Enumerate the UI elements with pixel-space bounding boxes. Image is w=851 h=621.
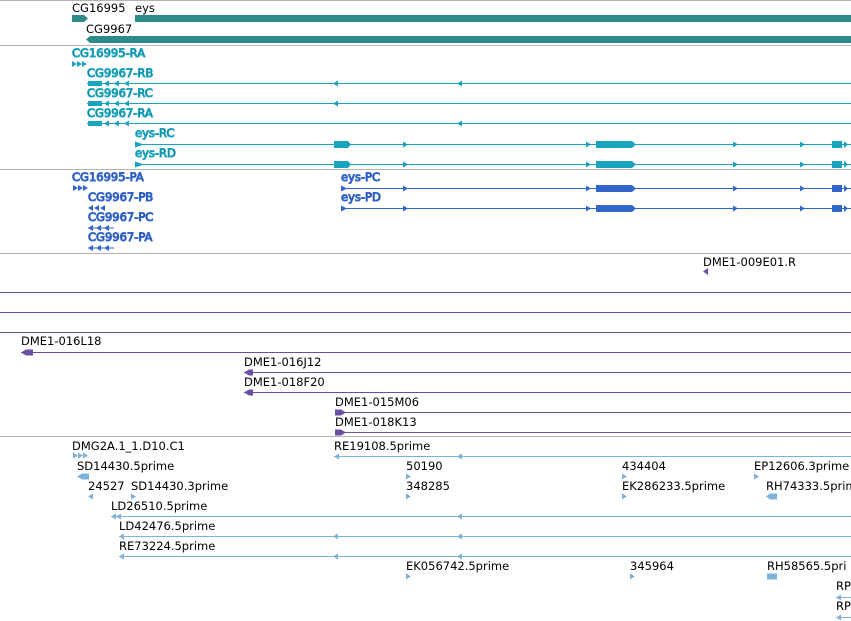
clone-end-track: DME1-009E01.R xyxy=(703,255,796,275)
transcript-cg16995-ra[interactable]: CG16995-RA xyxy=(72,46,146,67)
transcript-label: eys-RC xyxy=(135,126,174,140)
est-re73224[interactable]: RE73224.5prime xyxy=(119,539,851,560)
est-ld26510[interactable]: LD26510.5prime xyxy=(111,499,851,520)
protein-label: CG9967-PB xyxy=(88,190,153,204)
transcript-cg9967-rb[interactable]: CG9967-RB xyxy=(87,66,851,87)
est-label: RH74333.5prime xyxy=(766,479,851,493)
protein-eys-pd[interactable]: eys-PD xyxy=(341,190,851,212)
protein-label: eys-PC xyxy=(341,170,380,184)
transcript-label: CG16995-RA xyxy=(72,46,145,60)
transcript-label: CG9967-RA xyxy=(87,106,153,120)
est-sd14430-5prime[interactable]: SD14430.5prime xyxy=(77,459,174,480)
est-label: SD14430.3prime xyxy=(131,479,228,493)
protein-cg16995-pa[interactable]: CG16995-PA xyxy=(72,170,144,191)
transcript-track: CG16995-RA CG9967-RB CG9967-RC xyxy=(72,46,851,168)
est-sd14430-3prime[interactable]: SD14430.3prime xyxy=(131,479,228,500)
est-ek056742[interactable]: EK056742.5prime xyxy=(406,559,509,580)
est-label: RH58565.5pri xyxy=(767,559,846,573)
est-24527[interactable]: 24527 xyxy=(88,479,125,500)
clone-track: DME1-016L18 DME1-016J12 DME1-018F20 DME1… xyxy=(0,292,851,436)
clone-label: DME1-015M06 xyxy=(335,395,419,409)
est-label: DMG2A.1_1.D10.C1 xyxy=(72,439,185,453)
est-348285[interactable]: 348285 xyxy=(406,479,450,500)
est-rp-1[interactable]: RP xyxy=(836,579,851,601)
transcript-label: CG9967-RB xyxy=(87,66,153,80)
transcript-eys-rc[interactable]: eys-RC xyxy=(135,126,851,148)
protein-eys-pc[interactable]: eys-PC xyxy=(341,170,851,192)
est-ep12606[interactable]: EP12606.3prime xyxy=(754,459,849,480)
est-345964[interactable]: 345964 xyxy=(630,559,674,580)
est-label: RP xyxy=(836,579,851,593)
est-rh58565[interactable]: RH58565.5pri xyxy=(767,559,846,580)
est-ld42476[interactable]: LD42476.5prime xyxy=(119,519,851,540)
est-434404[interactable]: 434404 xyxy=(622,459,666,480)
gene-label: CG16995 xyxy=(72,1,126,15)
protein-label: CG16995-PA xyxy=(72,170,144,184)
clone-dme1-009e01r[interactable]: DME1-009E01.R xyxy=(703,255,796,275)
est-label: RE19108.5prime xyxy=(334,439,430,453)
protein-cg9967-pb[interactable]: CG9967-PB xyxy=(88,190,154,211)
est-label: 345964 xyxy=(630,559,674,573)
protein-cg9967-pc[interactable]: CG9967-PC xyxy=(88,210,154,231)
clone-dme1-018f20[interactable]: DME1-018F20 xyxy=(244,375,851,396)
est-re19108[interactable]: RE19108.5prime xyxy=(334,439,851,460)
est-label: 434404 xyxy=(622,459,666,473)
track-separators xyxy=(0,0,851,437)
est-label: 50190 xyxy=(406,459,443,473)
transcript-label: eys-RD xyxy=(135,146,176,160)
est-label: LD26510.5prime xyxy=(111,499,207,513)
clone-dme1-015m06[interactable]: DME1-015M06 xyxy=(335,395,851,416)
transcript-cg9967-rc[interactable]: CG9967-RC xyxy=(87,86,851,107)
gene-track: CG16995 eys CG9967 xyxy=(72,1,851,43)
est-label: EK056742.5prime xyxy=(406,559,509,573)
est-rh74333[interactable]: RH74333.5prime xyxy=(766,479,851,500)
est-50190[interactable]: 50190 xyxy=(406,459,443,480)
est-label: 24527 xyxy=(88,479,125,493)
est-label: EK286233.5prime xyxy=(622,479,725,493)
est-rp-2[interactable]: RP xyxy=(836,599,851,621)
clone-dme1-016l18[interactable]: DME1-016L18 xyxy=(21,334,851,356)
est-label: RP xyxy=(836,599,851,613)
transcript-label: CG9967-RC xyxy=(87,86,153,100)
transcript-eys-rd[interactable]: eys-RD xyxy=(135,146,851,168)
est-label: LD42476.5prime xyxy=(119,519,215,533)
est-label: 348285 xyxy=(406,479,450,493)
protein-label: CG9967-PC xyxy=(88,210,153,224)
clone-label: DME1-018F20 xyxy=(244,375,325,389)
clone-label: DME1-009E01.R xyxy=(703,255,796,269)
gene-cg16995[interactable]: CG16995 xyxy=(72,1,126,22)
gene-eys[interactable]: eys xyxy=(135,1,851,22)
clone-label: DME1-016L18 xyxy=(21,334,102,348)
clone-label: DME1-018K13 xyxy=(335,415,417,429)
protein-cg9967-pa[interactable]: CG9967-PA xyxy=(88,230,153,251)
protein-label: CG9967-PA xyxy=(88,230,153,244)
gene-cg9967[interactable]: CG9967 xyxy=(86,22,851,43)
est-track: DMG2A.1_1.D10.C1 RE19108.5prime SD14430.… xyxy=(72,439,851,621)
gene-label: CG9967 xyxy=(86,22,132,36)
protein-label: eys-PD xyxy=(341,190,381,204)
transcript-cg9967-ra[interactable]: CG9967-RA xyxy=(87,106,851,127)
clone-dme1-016j12[interactable]: DME1-016J12 xyxy=(244,355,851,376)
est-ek286233[interactable]: EK286233.5prime xyxy=(622,479,725,500)
est-label: RE73224.5prime xyxy=(119,539,215,553)
est-label: EP12606.3prime xyxy=(754,459,849,473)
gene-label: eys xyxy=(135,1,155,15)
protein-track: CG16995-PA CG9967-PB CG9967-PC CG9967-PA xyxy=(72,170,851,251)
est-dmg2a[interactable]: DMG2A.1_1.D10.C1 xyxy=(72,439,185,459)
clone-label: DME1-016J12 xyxy=(244,355,322,369)
clone-dme1-018k13[interactable]: DME1-018K13 xyxy=(335,415,851,436)
est-label: SD14430.5prime xyxy=(77,459,174,473)
